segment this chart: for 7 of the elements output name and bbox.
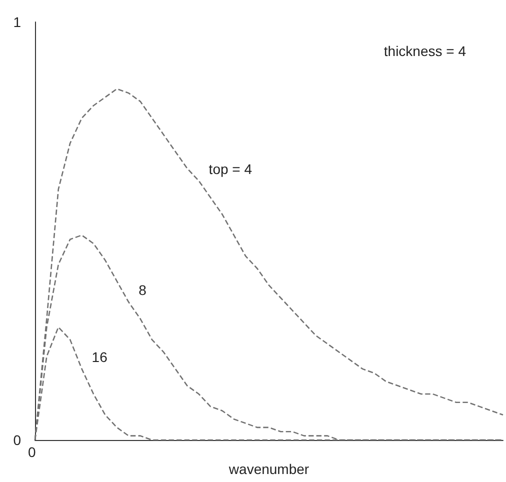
series-label: top = 4 — [208, 160, 252, 177]
series-label: 8 — [138, 282, 147, 298]
annotation: thickness = 4 — [384, 43, 466, 59]
series-label: 16 — [92, 348, 108, 365]
y-tick-label: 1 — [13, 14, 22, 30]
text: 0 — [28, 444, 36, 460]
x-axis-title: wavenumber — [228, 461, 310, 477]
